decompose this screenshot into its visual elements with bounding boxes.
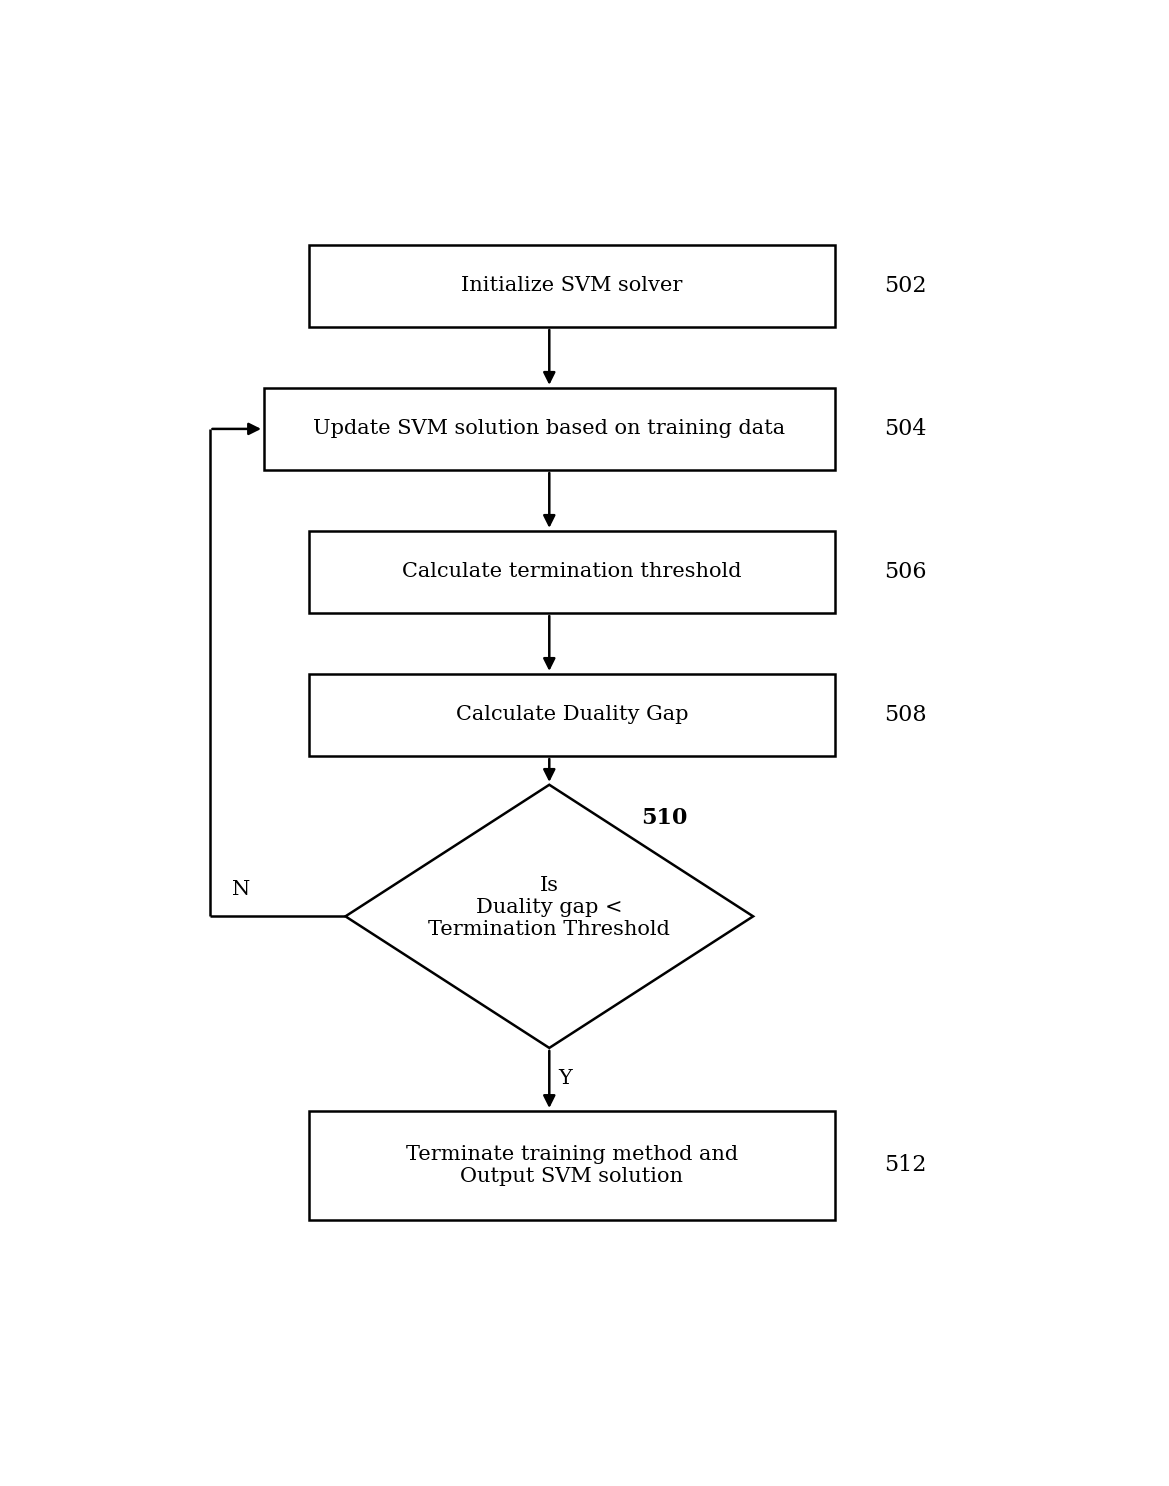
Text: Terminate training method and
Output SVM solution: Terminate training method and Output SVM… bbox=[406, 1144, 738, 1186]
FancyBboxPatch shape bbox=[309, 673, 835, 756]
Text: Is
Duality gap <
Termination Threshold: Is Duality gap < Termination Threshold bbox=[428, 875, 670, 939]
Text: N: N bbox=[233, 880, 250, 899]
Text: 502: 502 bbox=[885, 275, 927, 297]
Text: 506: 506 bbox=[885, 560, 927, 583]
Text: Calculate termination threshold: Calculate termination threshold bbox=[402, 562, 741, 581]
Text: 510: 510 bbox=[641, 807, 687, 829]
Text: Calculate Duality Gap: Calculate Duality Gap bbox=[456, 706, 689, 725]
FancyBboxPatch shape bbox=[309, 245, 835, 327]
Text: 512: 512 bbox=[885, 1155, 927, 1177]
FancyBboxPatch shape bbox=[309, 531, 835, 614]
Text: Initialize SVM solver: Initialize SVM solver bbox=[462, 276, 683, 296]
Text: 504: 504 bbox=[885, 418, 927, 440]
Polygon shape bbox=[346, 785, 753, 1048]
Text: Update SVM solution based on training data: Update SVM solution based on training da… bbox=[313, 419, 786, 438]
Text: Y: Y bbox=[559, 1068, 573, 1088]
FancyBboxPatch shape bbox=[309, 1112, 835, 1220]
Text: 508: 508 bbox=[885, 704, 927, 727]
FancyBboxPatch shape bbox=[264, 388, 835, 470]
